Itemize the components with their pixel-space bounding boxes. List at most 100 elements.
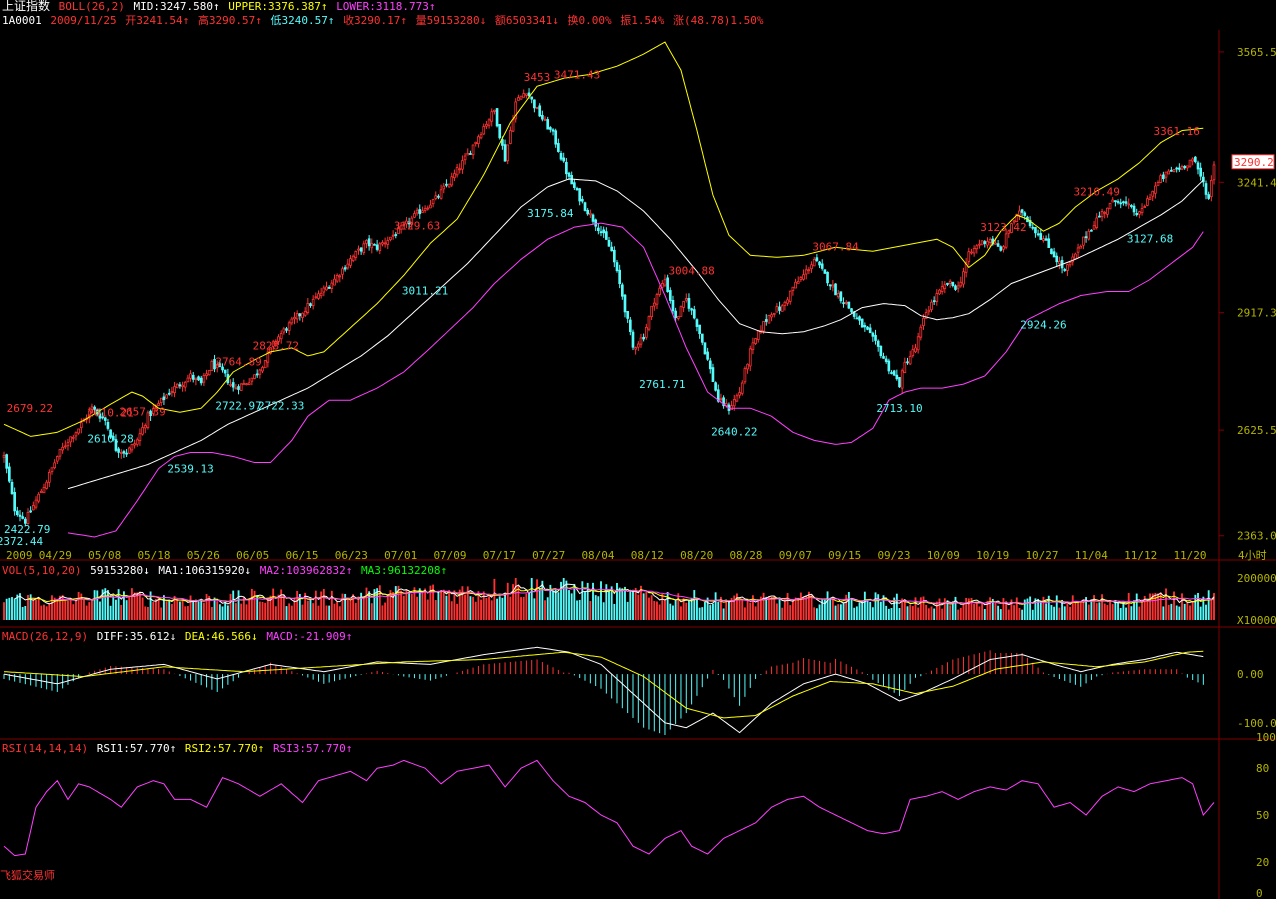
volume-bar xyxy=(160,607,163,620)
volume-bar xyxy=(954,596,957,620)
volume-bar xyxy=(1090,599,1093,620)
volume-bar xyxy=(914,597,917,620)
candle-body xyxy=(247,382,251,385)
volume-bar xyxy=(21,607,24,620)
volume-bar xyxy=(466,586,469,620)
volume-bar xyxy=(666,591,669,620)
volume-bar xyxy=(402,595,405,620)
volume-bar xyxy=(898,608,901,620)
volume-bar xyxy=(1189,605,1191,620)
volume-bar xyxy=(1181,593,1183,620)
volume-bar xyxy=(989,597,992,620)
volume-bar xyxy=(847,592,850,620)
candle-body xyxy=(501,139,504,146)
candle-body xyxy=(423,208,427,211)
date-label: 08/12 xyxy=(631,549,664,562)
candle-body xyxy=(740,382,744,394)
candle-body xyxy=(197,376,200,381)
volume-bar xyxy=(429,585,432,620)
rsi-tick-label: 80 xyxy=(1256,762,1269,775)
volume-bar xyxy=(1170,603,1173,620)
volume-panel-header: VOL(5,10,20) 59153280↓ MA1:106315920↓ MA… xyxy=(2,564,449,577)
rsi-1: RSI1:57.770↑ xyxy=(96,742,177,755)
candle-body xyxy=(794,281,797,289)
volume-bar xyxy=(1114,600,1117,620)
candle-body xyxy=(413,213,416,218)
candle-body xyxy=(506,144,510,162)
volume-bar xyxy=(99,601,101,620)
volume-bar xyxy=(672,605,674,620)
candle-body xyxy=(1207,194,1211,199)
volume-bar xyxy=(613,603,616,620)
candle-body xyxy=(466,152,470,156)
candle-body xyxy=(194,377,198,381)
volume-bar xyxy=(8,597,11,620)
volume-bar xyxy=(1173,591,1175,620)
candle-body xyxy=(53,462,56,469)
volume-bar xyxy=(112,596,115,620)
quote-high: 高3290.57↑ xyxy=(197,14,262,27)
candle-body xyxy=(738,392,741,396)
volume-bar xyxy=(698,607,701,620)
volume-bar xyxy=(77,591,80,620)
current-price-tag: 3290.2 xyxy=(1234,156,1274,169)
volume-bar xyxy=(765,596,768,620)
volume-bar xyxy=(701,607,704,620)
candle-body xyxy=(575,188,579,191)
low-annotation: 2610.28 xyxy=(87,433,133,446)
volume-bar xyxy=(304,592,307,620)
candle-body xyxy=(431,199,435,205)
candle-body xyxy=(679,306,683,317)
candle-body xyxy=(189,373,192,379)
candle-body xyxy=(1100,211,1104,218)
high-annotation: 2764.89 xyxy=(215,356,261,369)
volume-bar xyxy=(432,584,435,620)
volume-bar xyxy=(1199,606,1202,620)
high-annotation: 2828.72 xyxy=(253,339,299,352)
candle-body xyxy=(77,428,80,434)
candle-body xyxy=(807,269,811,272)
volume-bar xyxy=(504,593,506,620)
candle-body xyxy=(1031,226,1035,229)
volume-bar xyxy=(895,593,898,620)
volume-bar xyxy=(933,608,936,620)
candle-body xyxy=(493,109,496,112)
volume-bar xyxy=(221,606,224,620)
volume-bar xyxy=(749,602,752,620)
volume-bar xyxy=(506,582,509,620)
date-label: 04/29 xyxy=(39,549,72,562)
volume-bar xyxy=(730,598,733,620)
candle-body xyxy=(1191,158,1195,162)
volume-bar xyxy=(648,597,650,620)
volume-bar xyxy=(480,599,483,620)
candle-body xyxy=(1186,165,1189,169)
period-label: 4小时 xyxy=(1238,549,1267,562)
candle-body xyxy=(327,287,331,289)
rsi-line xyxy=(3,759,1215,857)
volume-bar xyxy=(562,578,565,620)
volume-bar xyxy=(130,588,133,620)
candle-body xyxy=(130,444,134,451)
volume-bar xyxy=(738,599,741,620)
candle-body xyxy=(788,290,792,302)
volume-bar xyxy=(557,592,560,620)
candle-body xyxy=(772,312,776,315)
candle-body xyxy=(650,305,653,318)
volume-bar xyxy=(242,596,245,620)
candle-body xyxy=(591,214,595,222)
volume-bar xyxy=(496,598,498,620)
candle-body xyxy=(687,297,691,309)
volume-bar xyxy=(474,601,477,620)
candle-body xyxy=(780,305,784,312)
candle-body xyxy=(282,328,286,333)
candle-body xyxy=(298,313,302,317)
volume-bar xyxy=(1018,607,1021,620)
volume-bar xyxy=(1095,603,1098,620)
candle-body xyxy=(676,316,680,319)
candle-body xyxy=(453,173,456,179)
volume-bar xyxy=(1117,602,1119,620)
quote-line: 1A0001 2009/11/25 开3241.54↑ 高3290.57↑ 低3… xyxy=(2,14,766,27)
candle-body xyxy=(1090,229,1093,232)
candle-body xyxy=(620,284,624,297)
